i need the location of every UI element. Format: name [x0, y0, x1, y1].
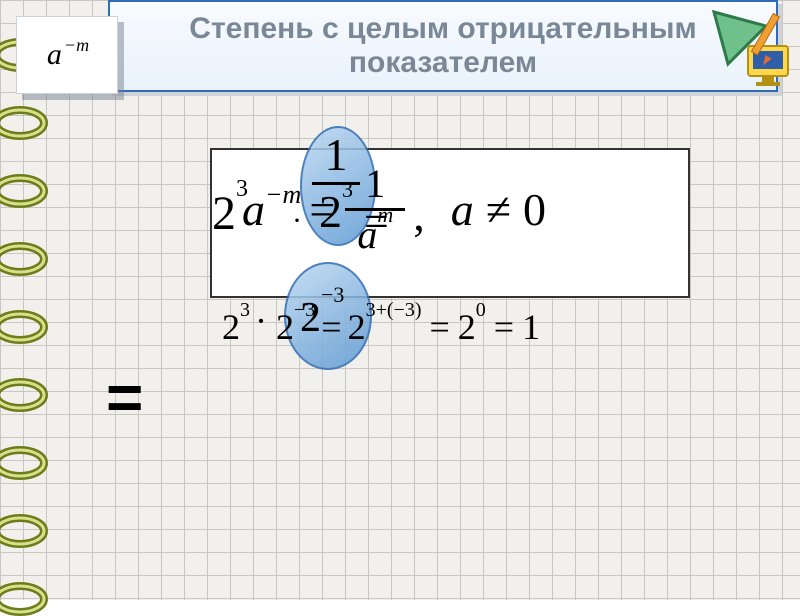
mf-lhs-base: a [242, 184, 265, 235]
spiral-ring [0, 310, 54, 344]
mf-cond-rel: ≠ [486, 183, 511, 236]
corner-exp: −m [64, 35, 89, 56]
l2-eq3: = [494, 306, 514, 348]
ov-n3-exp: −3 [321, 282, 344, 307]
mf-cond-base: a [451, 184, 474, 235]
spiral-ring [0, 106, 54, 140]
mf-den-base: a [357, 212, 377, 257]
l2-c-exp: 3+(−3) [366, 299, 422, 321]
l2-c-base: 2 [348, 307, 366, 347]
mf-den-exp: m [377, 202, 393, 227]
ov-2-base: 2 [212, 187, 236, 240]
mf-fraction: 1 am [345, 164, 405, 255]
spiral-ring [0, 514, 54, 548]
title-bar: Степень с целым отрицательным показателе… [108, 0, 778, 92]
l2-b-exp: −3 [294, 299, 315, 321]
l2-result: 1 [522, 306, 540, 348]
l2-b-base: 2 [276, 307, 294, 347]
spiral-ring [0, 242, 54, 276]
tools-clipart-icon [708, 6, 794, 92]
mf-cond-val: 0 [523, 183, 546, 236]
l2-d-base: 2 [458, 307, 476, 347]
main-definition-formula: a−m = 1 am , a ≠ 0 [238, 164, 550, 255]
spiral-ring [0, 446, 54, 480]
mf-eq: = [309, 183, 335, 236]
lone-equals: = [106, 360, 143, 434]
l2-d-exp: 0 [476, 299, 486, 321]
spiral-ring [0, 378, 54, 412]
l2-dot: · [255, 300, 267, 342]
l2-a-base: 2 [222, 307, 240, 347]
worked-example-line: 23 · 2−3 = 23+(−3) = 20 = 1 [222, 306, 540, 348]
l2-eq1: = [321, 306, 341, 348]
l2-a-exp: 3 [240, 299, 250, 321]
slide-title: Степень с целым отрицательным показателе… [110, 12, 776, 81]
l2-eq2: = [429, 306, 449, 348]
mf-num: 1 [359, 164, 391, 204]
mf-bar [345, 208, 405, 211]
mf-comma: , [413, 188, 425, 241]
corner-formula-box: a−m [16, 16, 118, 94]
mf-lhs-exp: −m [265, 180, 301, 209]
spiral-ring [0, 174, 54, 208]
corner-base: a [47, 38, 62, 72]
spiral-ring [0, 582, 54, 616]
